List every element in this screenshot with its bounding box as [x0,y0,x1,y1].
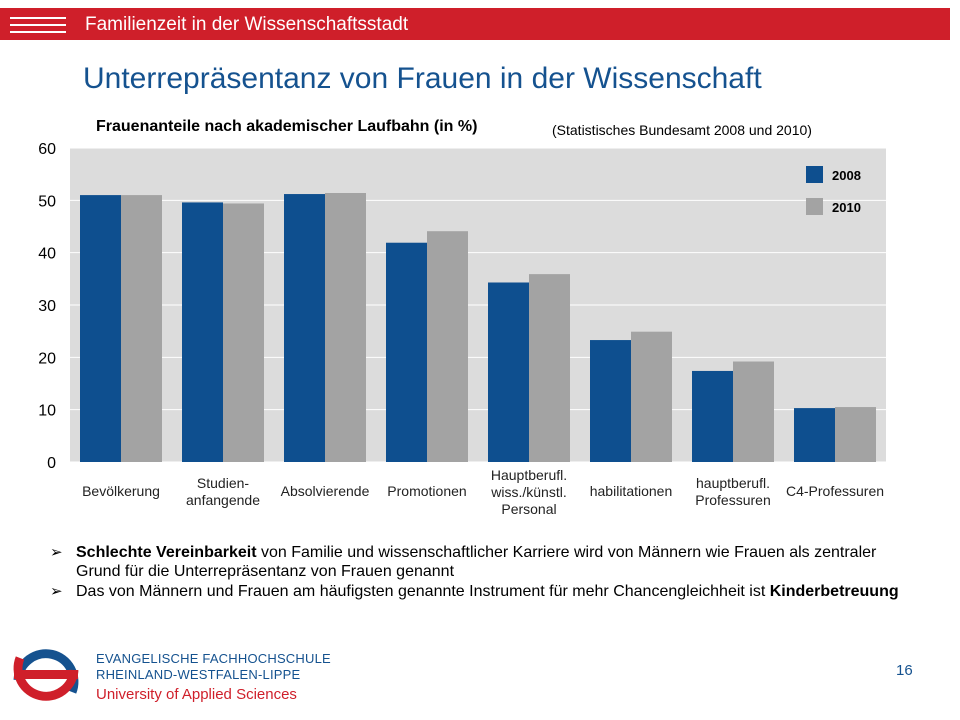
bar-2008 [590,340,631,462]
arrow-bullet-icon: ➢ [50,544,63,561]
y-tick-label: 60 [38,141,56,158]
y-tick-label: 20 [38,350,56,367]
y-tick-label: 30 [38,298,56,315]
x-tick-label: wiss./künstl. [490,484,566,500]
bar-2010 [427,231,468,462]
chart-source: (Statistisches Bundesamt 2008 und 2010) [552,122,812,138]
bar-2008 [794,408,835,462]
org-line-3: University of Applied Sciences [96,686,297,703]
bar-2010 [835,407,876,462]
bullet-list: ➢ Schlechte Vereinbarkeit von Familie un… [50,543,910,602]
bullet-text: Das von Männern und Frauen am häufigsten… [76,583,770,600]
bar-2008 [182,202,223,462]
bar-2008 [80,195,121,462]
bar-2008 [488,282,529,462]
header-bar: Familienzeit in der Wissenschaftsstadt [0,8,950,40]
x-tick-label: Promotionen [387,483,466,499]
y-tick-label: 0 [47,455,56,472]
bar-2008 [284,194,325,462]
x-tick-label: hauptberufl. [696,475,770,491]
chart-title: Frauenanteile nach akademischer Laufbahn… [96,118,478,135]
bullet-item: ➢ Schlechte Vereinbarkeit von Familie un… [50,543,910,581]
bar-2010 [529,274,570,462]
bullet-bold: Kinderbetreuung [769,583,899,600]
x-tick-label: Hauptberufl. [491,467,567,483]
y-tick-label: 10 [38,403,56,420]
bar-2010 [121,195,162,462]
legend-label: 2010 [832,200,861,215]
bullet-text: von Familie und wissenschaftlicher Karri… [76,544,877,580]
menu-lines-icon [10,17,66,38]
arrow-bullet-icon: ➢ [50,583,63,600]
bar-2010 [325,193,366,463]
bar-2008 [386,242,427,462]
x-tick-label: Professuren [695,492,770,508]
page-number: 16 [896,662,913,679]
x-tick-label: habilitationen [590,483,673,499]
x-tick-label: Personal [501,501,556,517]
x-tick-label: Studien- [197,475,249,491]
bar-2010 [733,361,774,462]
bar-2010 [631,331,672,462]
x-tick-label: anfangende [186,492,260,508]
y-tick-label: 40 [38,246,56,263]
header-title: Familienzeit in der Wissenschaftsstadt [85,14,409,35]
bullet-bold: Schlechte Vereinbarkeit [76,544,257,561]
university-logo-icon [13,649,79,701]
x-tick-label: Absolvierende [281,483,370,499]
legend-swatch-2010 [806,198,823,215]
x-tick-label: C4-Professuren [786,483,884,499]
bar-2010 [223,203,264,462]
bullet-item: ➢ Das von Männern und Frauen am häufigst… [50,582,910,601]
x-tick-label: Bevölkerung [82,483,160,499]
organization-name: EVANGELISCHE FACHHOCHSCHULE RHEINLAND-WE… [96,651,331,703]
y-tick-label: 50 [38,193,56,210]
org-line-2: RHEINLAND-WESTFALEN-LIPPE [96,667,301,682]
legend-label: 2008 [832,168,861,183]
slide-title: Unterrepräsentanz von Frauen in der Wiss… [83,62,762,95]
bar-chart: 0 10 20 30 40 50 60 Bevölkerung Studien-anfangen… [38,141,886,517]
org-line-1: EVANGELISCHE FACHHOCHSCHULE [96,651,331,666]
bar-2008 [692,370,733,462]
legend-swatch-2008 [806,166,823,183]
